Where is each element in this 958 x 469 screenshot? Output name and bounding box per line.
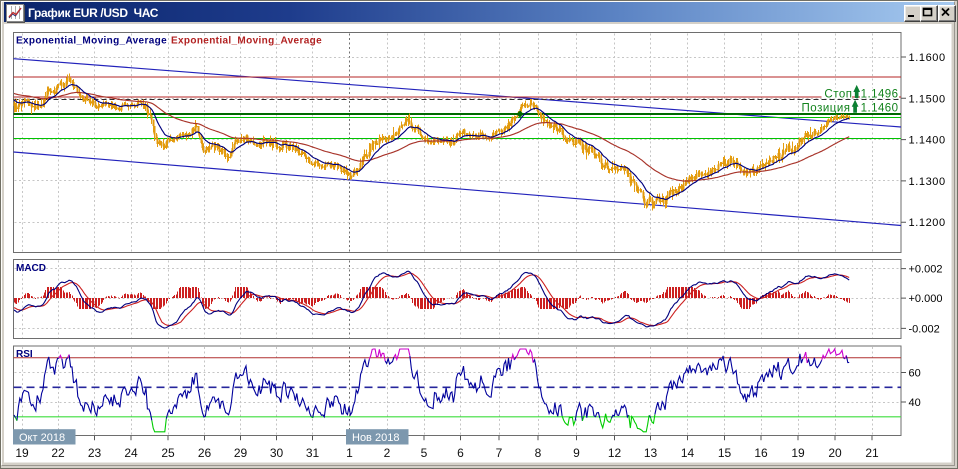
svg-text:19: 19	[791, 446, 805, 460]
svg-text:20: 20	[828, 446, 842, 460]
svg-text:25: 25	[161, 446, 175, 460]
svg-text:MACD: MACD	[16, 263, 46, 274]
svg-text:1.1300: 1.1300	[909, 176, 946, 188]
svg-text:1.1500: 1.1500	[909, 93, 946, 105]
svg-text:-0.002: -0.002	[909, 323, 940, 335]
svg-text:6: 6	[457, 446, 464, 460]
svg-text:31: 31	[306, 446, 320, 460]
svg-text:RSI: RSI	[16, 349, 33, 360]
svg-text:1.1200: 1.1200	[909, 217, 946, 229]
svg-text:12: 12	[608, 446, 622, 460]
svg-text:23: 23	[88, 446, 102, 460]
svg-text:Exponential_Moving_Average: Exponential_Moving_Average	[171, 36, 322, 47]
svg-text:Нов 2018: Нов 2018	[352, 432, 399, 444]
svg-text:26: 26	[198, 446, 212, 460]
svg-text:16: 16	[754, 446, 768, 460]
svg-text:30: 30	[270, 446, 284, 460]
svg-text:14: 14	[681, 446, 695, 460]
svg-text:1.1496: 1.1496	[861, 89, 899, 101]
svg-text:13: 13	[644, 446, 658, 460]
svg-text:60: 60	[909, 368, 921, 380]
svg-text:Окт 2018: Окт 2018	[19, 432, 65, 444]
svg-text:40: 40	[909, 397, 921, 409]
svg-text:9: 9	[573, 446, 580, 460]
svg-text:+0.002: +0.002	[909, 264, 943, 276]
svg-text:1.1400: 1.1400	[909, 135, 946, 147]
svg-text:7: 7	[496, 446, 503, 460]
svg-text:24: 24	[124, 446, 138, 460]
svg-text:15: 15	[718, 446, 732, 460]
svg-text:1.1600: 1.1600	[909, 52, 946, 64]
svg-text:29: 29	[234, 446, 248, 460]
svg-text:1: 1	[346, 446, 353, 460]
svg-text:2: 2	[384, 446, 391, 460]
svg-text:Стоп: Стоп	[824, 89, 852, 101]
svg-text:Exponential_Moving_Average: Exponential_Moving_Average	[16, 36, 167, 47]
svg-text:22: 22	[51, 446, 65, 460]
svg-text:Позиция: Позиция	[802, 103, 851, 115]
svg-text:8: 8	[535, 446, 542, 460]
svg-text:19: 19	[15, 446, 29, 460]
svg-text:5: 5	[421, 446, 428, 460]
svg-text:21: 21	[865, 446, 879, 460]
svg-text:1.1460: 1.1460	[861, 103, 899, 115]
svg-text:+0.000: +0.000	[909, 293, 943, 305]
